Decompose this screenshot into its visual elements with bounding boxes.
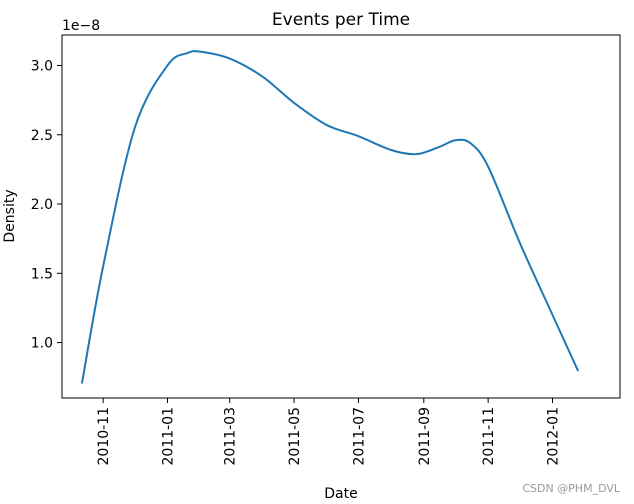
y-tick-label: 2.0 (31, 197, 53, 213)
chart-title: Events per Time (272, 10, 410, 30)
y-tick-label: 1.5 (31, 266, 53, 282)
y-axis-ticks: 1.0 1.5 2.0 2.5 3.0 (31, 58, 62, 352)
y-axis-label: Density (2, 189, 18, 242)
series-line (81, 50, 579, 384)
plot-frame (61, 34, 621, 399)
x-axis-label: Date (324, 486, 357, 502)
x-tick-label: 2011-07 (351, 407, 367, 466)
x-tick-label: 2011-01 (160, 407, 176, 466)
x-tick-label: 2010-11 (96, 407, 112, 466)
y-offset-label: 1e−8 (62, 18, 100, 34)
y-tick-label: 3.0 (31, 58, 53, 74)
watermark: CSDN @PHM_DVL (522, 482, 621, 495)
y-tick-label: 2.5 (31, 128, 53, 144)
x-tick-label: 2011-03 (223, 407, 239, 466)
y-tick-label: 1.0 (31, 336, 53, 352)
x-tick-label: 2011-05 (287, 407, 303, 466)
x-tick-label: 2011-09 (417, 407, 433, 466)
x-axis-ticks: 2010-11 2011-01 2011-03 2011-05 2011-07 2011-… (96, 398, 561, 466)
x-tick-label: 2012-01 (545, 407, 561, 466)
x-tick-label: 2011-11 (481, 407, 497, 466)
